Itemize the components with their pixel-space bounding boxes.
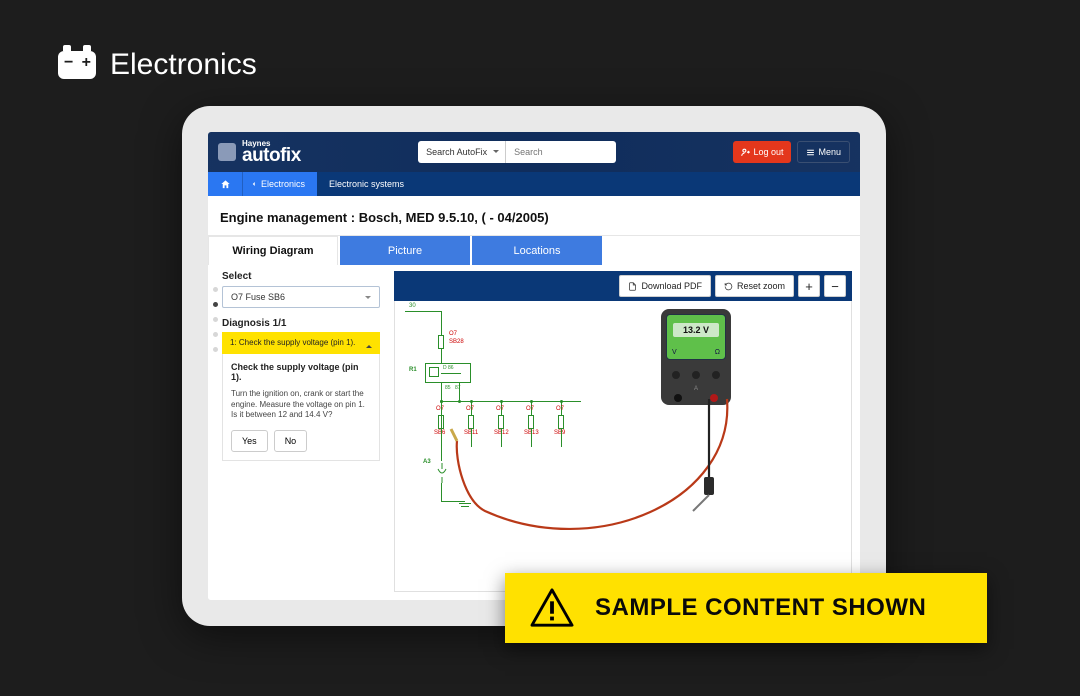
logout-icon <box>741 148 750 157</box>
breadcrumb-home[interactable] <box>208 172 242 196</box>
category-header: −+ Electronics <box>58 48 257 82</box>
home-icon <box>220 179 231 190</box>
breadcrumb: Electronics Electronic systems <box>208 172 860 196</box>
search-scope-label: Search AutoFix <box>426 147 487 157</box>
tab-locations[interactable]: Locations <box>472 236 602 265</box>
test-leads <box>395 301 852 591</box>
diagnosis-accordion-body: Check the supply voltage (pin 1). Turn t… <box>222 354 380 462</box>
diagram-toolbar: Download PDF Reset zoom + − <box>394 271 852 301</box>
logout-button[interactable]: Log out <box>733 141 791 163</box>
download-pdf-button[interactable]: Download PDF <box>619 275 711 297</box>
pager-dots <box>208 265 222 600</box>
category-title: Electronics <box>110 48 257 82</box>
logo-icon <box>218 143 236 161</box>
warning-icon <box>529 587 575 629</box>
brand-big: autofix <box>242 147 301 164</box>
component-select-value: O7 Fuse SB6 <box>231 292 285 302</box>
tab-picture[interactable]: Picture <box>340 236 470 265</box>
app-logo[interactable]: Haynes autofix <box>218 140 301 164</box>
answer-yes-button[interactable]: Yes <box>231 430 268 452</box>
tab-wiring-label: Wiring Diagram <box>232 245 313 257</box>
select-label: Select <box>222 271 380 282</box>
menu-label: Menu <box>818 147 841 157</box>
tab-wiring-diagram[interactable]: Wiring Diagram <box>208 236 338 265</box>
zoom-out-button[interactable]: − <box>824 275 846 297</box>
content-row: Select O7 Fuse SB6 Diagnosis 1/1 1: Chec… <box>208 265 860 600</box>
app-header: Haynes autofix Search AutoFix Log out Me… <box>208 132 860 172</box>
answer-no-button[interactable]: No <box>274 430 308 452</box>
reset-zoom-button[interactable]: Reset zoom <box>715 275 794 297</box>
step-body: Turn the ignition on, crank or start the… <box>231 389 371 420</box>
breadcrumb-back[interactable]: Electronics <box>242 172 317 196</box>
tab-picture-label: Picture <box>388 245 422 257</box>
wiring-diagram-canvas[interactable]: 30 O7 SB28 R1 D 86 85 87 <box>394 301 852 592</box>
reset-label: Reset zoom <box>737 281 785 291</box>
tablet-frame: Haynes autofix Search AutoFix Log out Me… <box>182 106 886 626</box>
download-label: Download PDF <box>641 281 702 291</box>
accordion-head-label: 1: Check the supply voltage (pin 1). <box>230 338 355 347</box>
app-screen: Haynes autofix Search AutoFix Log out Me… <box>208 132 860 600</box>
sample-banner-text: SAMPLE CONTENT SHOWN <box>595 594 926 622</box>
search-group: Search AutoFix <box>418 141 616 163</box>
page-title-value: Bosch, MED 9.5.10, ( - 04/2005) <box>359 210 549 225</box>
breadcrumb-back-label: Electronics <box>261 179 305 189</box>
left-panel: Select O7 Fuse SB6 Diagnosis 1/1 1: Chec… <box>222 265 386 600</box>
zoom-in-button[interactable]: + <box>798 275 820 297</box>
reset-icon <box>724 282 733 291</box>
battery-icon: −+ <box>58 51 96 79</box>
tab-bar: Wiring Diagram Picture Locations <box>208 235 860 265</box>
chevron-left-icon <box>251 180 257 188</box>
hamburger-icon <box>806 148 815 157</box>
menu-button[interactable]: Menu <box>797 141 850 163</box>
step-heading: Check the supply voltage (pin 1). <box>231 362 371 384</box>
page-title-label: Engine management : <box>220 210 355 225</box>
search-scope-dropdown[interactable]: Search AutoFix <box>418 141 506 163</box>
logout-label: Log out <box>753 147 783 157</box>
breadcrumb-current: Electronic systems <box>317 179 416 189</box>
diagnosis-accordion-head[interactable]: 1: Check the supply voltage (pin 1). <box>222 332 380 354</box>
diagram-area: Download PDF Reset zoom + − 30 <box>386 265 860 600</box>
search-input[interactable] <box>506 141 616 163</box>
download-icon <box>628 282 637 291</box>
diagnosis-title: Diagnosis 1/1 <box>222 318 380 329</box>
component-select[interactable]: O7 Fuse SB6 <box>222 286 380 308</box>
tab-locations-label: Locations <box>513 245 560 257</box>
sample-content-banner: SAMPLE CONTENT SHOWN <box>505 573 987 643</box>
page-title: Engine management : Bosch, MED 9.5.10, (… <box>208 196 860 235</box>
